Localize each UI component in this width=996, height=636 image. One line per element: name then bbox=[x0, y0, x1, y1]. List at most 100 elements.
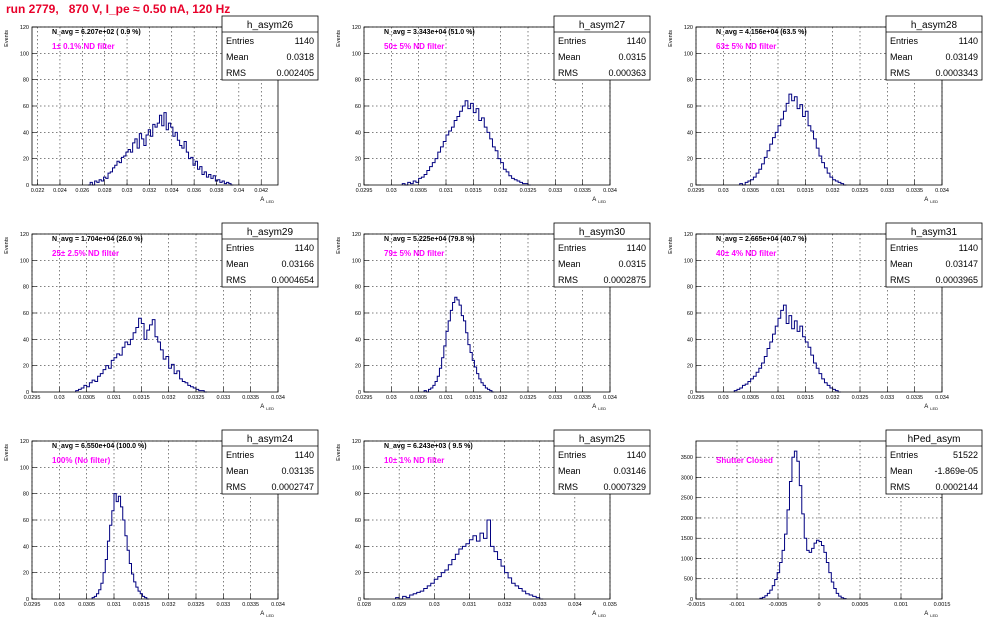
x-tick-label: 0.03 bbox=[54, 395, 65, 401]
y-tick-label: 40 bbox=[355, 130, 361, 136]
histogram-bar bbox=[773, 138, 776, 185]
y-tick-label: 120 bbox=[684, 232, 693, 238]
x-tick-label: -0.0015 bbox=[687, 602, 706, 608]
histogram-bar bbox=[471, 103, 474, 185]
histogram-bar bbox=[803, 117, 806, 185]
histogram-bar bbox=[812, 548, 814, 599]
x-tick-label: 0.0335 bbox=[574, 188, 591, 194]
stats-value-mean: 0.03135 bbox=[281, 466, 314, 476]
x-tick-label: 0.0305 bbox=[78, 602, 95, 608]
histogram-bar bbox=[498, 560, 502, 600]
x-tick-label: 0.031 bbox=[107, 395, 121, 401]
filter-label: 100% (No filter) bbox=[52, 456, 111, 465]
y-tick-label: 60 bbox=[355, 104, 361, 110]
y-tick-label: 3500 bbox=[681, 455, 693, 461]
stats-key-entries: Entries bbox=[890, 450, 919, 460]
stats-key-entries: Entries bbox=[558, 243, 587, 253]
x-tick-label: 0 bbox=[817, 602, 820, 608]
histogram-bar bbox=[124, 156, 126, 185]
histogram-bar bbox=[479, 120, 482, 185]
stats-key-entries: Entries bbox=[558, 450, 587, 460]
histogram-panel-hPed_asym: 0500100015002000250030003500-0.0015-0.00… bbox=[664, 429, 996, 636]
x-tick-label: 0.03 bbox=[386, 188, 397, 194]
histogram-bar bbox=[508, 578, 512, 599]
histogram-bar bbox=[453, 302, 455, 392]
histogram-bar bbox=[786, 103, 789, 185]
histogram-bar bbox=[778, 318, 781, 392]
x-tick-label: 0.032 bbox=[162, 602, 176, 608]
stats-value-entries: 1140 bbox=[627, 450, 646, 460]
stats-value-rms: 0.000363 bbox=[608, 68, 646, 78]
histogram-bar bbox=[808, 126, 811, 185]
y-tick-label: 20 bbox=[355, 571, 361, 577]
y-tick-label: 120 bbox=[20, 25, 29, 31]
stats-key-mean: Mean bbox=[890, 52, 913, 62]
histogram-bar bbox=[109, 368, 112, 392]
histogram-bar bbox=[805, 342, 808, 392]
y-tick-label: 500 bbox=[684, 577, 693, 583]
histogram-bar bbox=[794, 97, 797, 185]
histogram-bar bbox=[526, 594, 530, 599]
stats-value-entries: 51522 bbox=[953, 450, 978, 460]
x-tick-label: 0.0325 bbox=[852, 395, 869, 401]
x-tick-label: 0.0325 bbox=[520, 188, 537, 194]
y-tick-label: 1000 bbox=[681, 556, 693, 562]
x-tick-label: 0.034 bbox=[603, 395, 617, 401]
histogram-bar bbox=[139, 318, 142, 392]
histogram-bar bbox=[128, 345, 131, 392]
histogram-bar bbox=[819, 541, 821, 599]
histogram-bar bbox=[173, 136, 175, 185]
x-tick-label: 0.031 bbox=[771, 395, 785, 401]
histogram-bar bbox=[151, 136, 153, 185]
x-tick-label: 0.029 bbox=[392, 602, 406, 608]
histogram-bar bbox=[424, 588, 428, 599]
stats-value-rms: 0.0002875 bbox=[603, 275, 646, 285]
histogram-bar bbox=[529, 595, 533, 599]
histogram-bar bbox=[136, 327, 139, 392]
stats-key-mean: Mean bbox=[558, 466, 581, 476]
y-tick-label: 120 bbox=[20, 439, 29, 445]
x-axis-label-subscript: LED bbox=[930, 406, 938, 411]
x-tick-label: 0.0315 bbox=[465, 395, 482, 401]
y-tick-label: 60 bbox=[355, 311, 361, 317]
histogram-bar bbox=[469, 540, 473, 599]
histogram-bar bbox=[119, 163, 121, 185]
x-tick-label: 0.022 bbox=[31, 188, 45, 194]
n-avg-label: N_avg = 6.207e+02 ( 0.9 %) bbox=[52, 29, 141, 36]
histogram-bar bbox=[121, 507, 123, 599]
histogram-bar bbox=[177, 140, 179, 185]
y-tick-label: 80 bbox=[355, 492, 361, 498]
x-tick-label: -0.001 bbox=[729, 602, 745, 608]
x-tick-label: 0.038 bbox=[210, 188, 224, 194]
filter-label: 40± 4% ND filter bbox=[716, 249, 776, 258]
x-tick-label: 0.031 bbox=[771, 188, 785, 194]
x-tick-label: 0.0315 bbox=[133, 395, 150, 401]
x-tick-label: 0.034 bbox=[271, 602, 285, 608]
x-tick-label: 0.0295 bbox=[688, 395, 705, 401]
x-tick-label: 0.0295 bbox=[356, 188, 373, 194]
y-tick-label: 120 bbox=[352, 25, 361, 31]
histogram-bar bbox=[133, 333, 136, 392]
histogram-bar bbox=[775, 326, 778, 392]
x-tick-label: 0.0305 bbox=[410, 188, 427, 194]
histogram-bar bbox=[180, 146, 182, 186]
y-tick-label: 60 bbox=[355, 518, 361, 524]
x-tick-label: 0.026 bbox=[75, 188, 89, 194]
histogram-bar bbox=[95, 381, 98, 392]
histogram-bar bbox=[182, 148, 184, 185]
x-tick-label: 0.028 bbox=[98, 188, 112, 194]
histogram-bar bbox=[117, 354, 120, 392]
x-tick-label: 0.032 bbox=[494, 188, 508, 194]
stats-value-entries: 1140 bbox=[627, 36, 646, 46]
x-tick-label: 0.0295 bbox=[688, 188, 705, 194]
stats-value-mean: 0.0315 bbox=[618, 259, 646, 269]
histogram-line bbox=[88, 113, 233, 185]
histogram-bar bbox=[797, 331, 800, 392]
histogram-name: hPed_asym bbox=[908, 434, 961, 445]
histogram-bar bbox=[807, 550, 809, 599]
y-tick-label: 20 bbox=[355, 157, 361, 163]
